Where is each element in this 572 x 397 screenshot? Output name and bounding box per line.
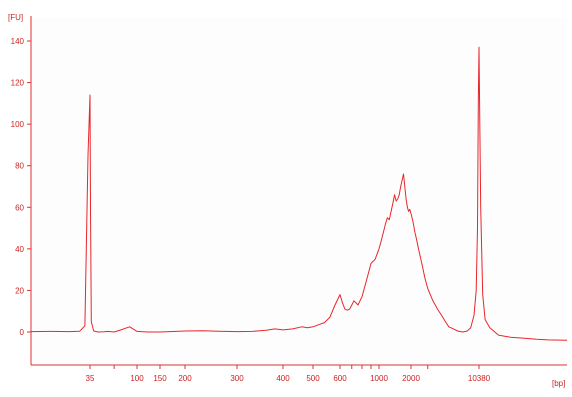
- x-tick-label: 200: [178, 374, 192, 383]
- axes: 0 20 40 60 80 100 120 140 35 100 150 200 300 400 500 60…: [11, 16, 567, 383]
- x-tick-label: 600: [333, 374, 347, 383]
- x-tick-label: 10380: [468, 374, 491, 383]
- traces: [30, 46, 568, 341]
- y-axis-unit-label: [FU]: [8, 13, 23, 22]
- x-tick-label: 500: [306, 374, 320, 383]
- x-tick-label: 35: [86, 374, 95, 383]
- y-tick-label: 60: [15, 203, 24, 212]
- y-tick-label: 120: [11, 79, 25, 88]
- x-tick-label: 300: [230, 374, 244, 383]
- y-tick-label: 140: [11, 37, 25, 46]
- x-tick-label: 2000: [402, 374, 420, 383]
- series-line: [30, 46, 568, 341]
- y-tick-label: 0: [20, 328, 25, 337]
- x-tick-label: 150: [153, 374, 167, 383]
- y-tick-label: 20: [15, 286, 24, 295]
- x-tick-label: 400: [276, 374, 290, 383]
- y-tick-label: 100: [11, 120, 25, 129]
- x-axis-unit-label: [bp]: [552, 379, 565, 388]
- y-tick-label: 40: [15, 245, 24, 254]
- y-tick-label: 80: [15, 162, 24, 171]
- x-tick-label: 1000: [370, 374, 388, 383]
- x-tick-label: 100: [130, 374, 144, 383]
- plot-area: [31, 18, 567, 365]
